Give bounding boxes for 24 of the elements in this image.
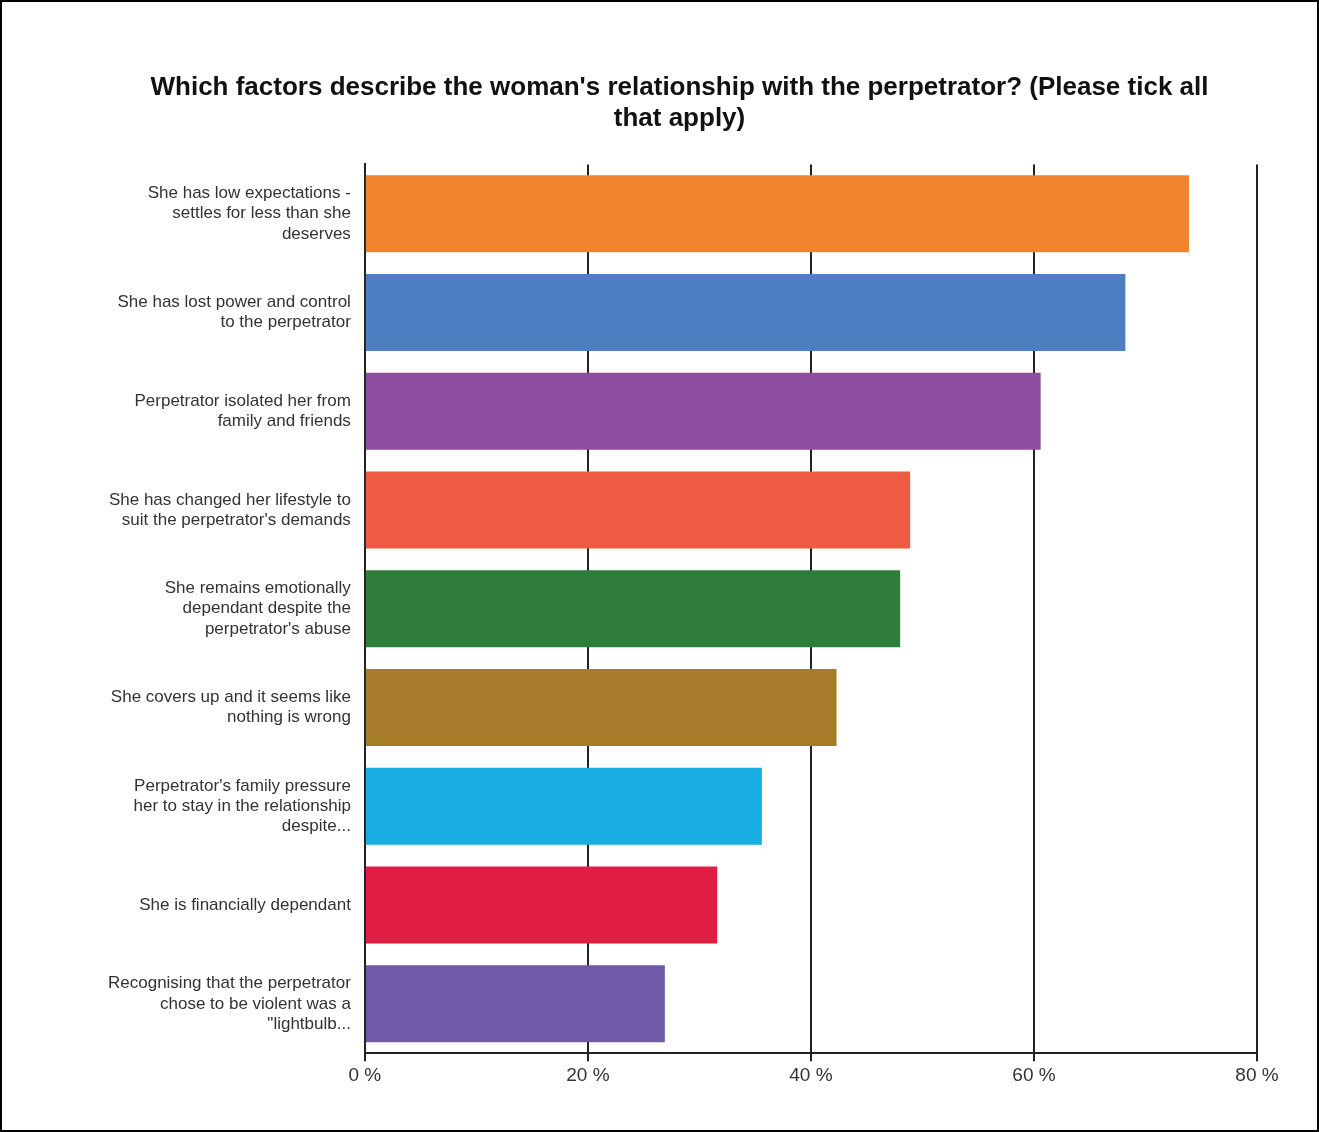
bar [365, 372, 1041, 450]
y-tick-label: She covers up and it seems like nothing is wrong [110, 687, 351, 727]
y-tick-label: She has changed her lifestyle to suit the perpetrator's demands [108, 489, 351, 529]
y-tick-label: Perpetrator's family pressure her to stay in the relationship despite... [133, 775, 351, 836]
bar [365, 866, 718, 944]
bar [365, 175, 1189, 253]
y-tick-label: She has low expectations - settles for less than she deserves [147, 183, 351, 243]
y-tick-label: She remains emotionally dependant despite the perpetrator's abuse [164, 578, 352, 638]
x-tick-label: 60 % [1012, 1063, 1056, 1085]
bar [365, 570, 901, 648]
y-tick-label: She is financially dependant [139, 894, 352, 914]
y-tick-label: She has lost power and control to the perpetrator [117, 292, 352, 332]
bar [365, 669, 837, 747]
x-tick-label: 80 % [1235, 1063, 1279, 1085]
chart-title: Which factors describe the woman's relationship with the perpetrator? (Please tick all that apply) [150, 70, 1209, 132]
x-tick-label: 40 % [789, 1063, 833, 1085]
x-tick-label: 20 % [566, 1063, 610, 1085]
bar [365, 767, 762, 845]
x-tick-label: 0 % [348, 1063, 382, 1085]
bar [365, 274, 1126, 352]
y-tick-label: Perpetrator isolated her from family and friends [134, 390, 351, 431]
bar [365, 471, 911, 549]
y-tick-label: Recognising that the perpetrator chose to be violent was a "lightbulb... [108, 973, 352, 1033]
bar [365, 965, 665, 1043]
